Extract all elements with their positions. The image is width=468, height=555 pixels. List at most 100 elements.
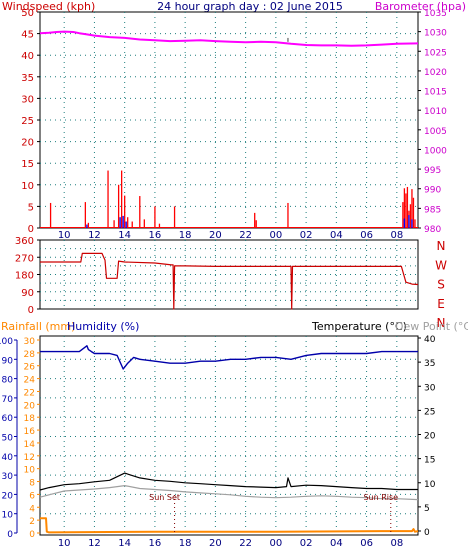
hour-tick-label: 00: [270, 230, 283, 241]
temperature-tick-label: 35: [424, 359, 435, 369]
compass-label: S: [437, 278, 445, 292]
windspeed-tick-label: 0: [28, 224, 34, 235]
rainfall-tick-label: 30: [24, 337, 36, 347]
hour-tick-label: 12: [88, 538, 101, 549]
hour-tick-label: 22: [239, 538, 252, 549]
barometer-tick-label: 1025: [424, 48, 447, 58]
barometer-tick-label: 990: [424, 186, 441, 196]
rainfall-tick-label: 24: [24, 376, 36, 386]
rainfall-series-line: [40, 517, 419, 534]
hour-tick-label: 10: [58, 230, 71, 241]
sun-set-label: Sun Set: [149, 493, 180, 502]
rainfall-tick-label: 10: [24, 466, 36, 476]
barometer-tick-label: 980: [424, 225, 441, 235]
temperature-tick-label: 5: [424, 504, 430, 514]
direction-tick-label: 180: [15, 271, 34, 282]
barometer-tick-label: 985: [424, 205, 441, 215]
dewpoint-series-line: [39, 485, 419, 501]
hour-tick-label: 04: [330, 230, 343, 241]
humidity-tick-label: 0: [7, 530, 13, 540]
barometer-axis-title: Barometer (hpa): [375, 0, 466, 13]
windspeed-tick-label: 5: [28, 202, 34, 213]
direction-tick-label: 90: [21, 288, 34, 299]
barometer-tick-label: 1005: [424, 127, 447, 137]
humidity-tick-label: 30: [2, 472, 14, 482]
rainfall-tick-label: 26: [24, 363, 36, 373]
rainfall-tick-label: 0: [29, 530, 35, 540]
hour-tick-label: 06: [360, 230, 373, 241]
humidity-tick-label: 100: [0, 337, 13, 347]
temperature-axis-title: Temperature (°C): [311, 320, 407, 333]
windspeed-tick-label: 40: [21, 51, 34, 62]
hour-tick-label: 16: [149, 230, 162, 241]
hour-tick-label: 00: [270, 538, 283, 549]
direction-tick-label: 0: [28, 305, 34, 316]
hour-tick-label: 20: [209, 230, 222, 241]
grid-lines: [40, 12, 418, 535]
hour-tick-label: 08: [390, 230, 403, 241]
temperature-series-line: [39, 472, 418, 491]
windspeed-axis-title: Windspeed (kph): [2, 0, 95, 13]
temperature-tick-label: 10: [424, 480, 436, 490]
barometer-tick-label: 1015: [424, 88, 447, 98]
humidity-series-line: [40, 345, 418, 370]
barometer-tick-label: 995: [424, 166, 441, 176]
rainfall-axis-title: Rainfall (mm): [1, 320, 75, 333]
barometer-tick-label: 1000: [424, 146, 447, 156]
hour-tick-label: 22: [239, 230, 252, 241]
temperature-tick-label: 30: [424, 383, 436, 393]
graph-title: 24 hour graph day : 02 June 2015: [157, 0, 343, 13]
barometer-tick-label: 1030: [424, 29, 447, 39]
rainfall-tick-label: 2: [29, 517, 35, 527]
rainfall-tick-label: 22: [24, 388, 35, 398]
hour-tick-label: 06: [360, 538, 373, 549]
rainfall-tick-label: 28: [24, 350, 36, 360]
barometer-tick-label: 1035: [424, 9, 447, 19]
direction-tick-label: 270: [15, 253, 34, 264]
sun-rise-label: Sun Rise: [363, 493, 398, 502]
humidity-tick-label: 50: [2, 434, 14, 444]
compass-label: W: [435, 258, 447, 272]
temperature-tick-label: 25: [424, 407, 435, 417]
dewpoint-axis-title: Dew Point (°C): [395, 320, 468, 333]
rain-humidity-temperature-plot-frame: [39, 335, 419, 536]
rainfall-tick-label: 16: [24, 427, 36, 437]
windspeed-tick-label: 45: [21, 30, 34, 41]
windspeed-tick-label: 15: [21, 159, 34, 170]
hour-tick-label: 12: [88, 230, 101, 241]
axis-ticks: 0510152025303540455098098599099510001005…: [0, 8, 447, 549]
windspeed-tick-label: 35: [21, 73, 34, 84]
hour-tick-label: 08: [390, 538, 403, 549]
windspeed-tick-label: 20: [21, 138, 34, 149]
rainfall-tick-label: 18: [24, 414, 36, 424]
hour-tick-label: 14: [118, 230, 131, 241]
windspeed-tick-label: 10: [21, 181, 34, 192]
temperature-tick-label: 20: [424, 432, 436, 442]
compass-label: N: [437, 239, 446, 253]
hour-tick-label: 16: [149, 538, 162, 549]
rainfall-tick-label: 6: [29, 491, 35, 501]
barometer-tick-label: 1010: [424, 107, 447, 117]
humidity-tick-label: 90: [2, 356, 14, 366]
compass-label: E: [437, 297, 445, 311]
humidity-tick-label: 70: [2, 395, 14, 405]
temperature-tick-label: 40: [424, 335, 436, 345]
wind-direction-series-line: [40, 252, 419, 310]
hour-tick-label: 18: [179, 538, 192, 549]
compass-label: N: [437, 316, 446, 330]
humidity-tick-label: 80: [2, 376, 14, 386]
hour-tick-label: 04: [330, 538, 343, 549]
windspeed-tick-label: 25: [21, 116, 34, 127]
hour-tick-label: 02: [300, 538, 313, 549]
windspeed-tick-label: 50: [21, 8, 34, 19]
series-layer: Sun Set Sun Rise: [39, 30, 419, 535]
windspeed-tick-label: 30: [21, 94, 34, 105]
humidity-tick-label: 10: [2, 511, 14, 521]
humidity-tick-label: 20: [2, 491, 14, 501]
rainfall-tick-label: 14: [24, 440, 36, 450]
humidity-tick-label: 60: [2, 414, 14, 424]
rainfall-tick-label: 12: [24, 453, 35, 463]
rainfall-tick-label: 8: [29, 479, 35, 489]
temperature-tick-label: 15: [424, 456, 435, 466]
